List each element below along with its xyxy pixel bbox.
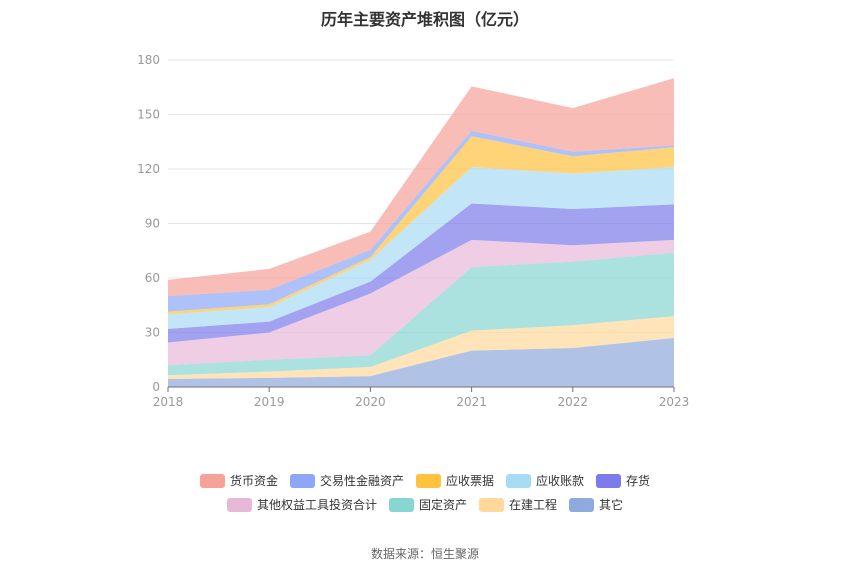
- legend-swatch: [227, 498, 252, 512]
- legend-swatch: [389, 498, 414, 512]
- area-series-其它: [168, 337, 674, 387]
- legend-swatch: [569, 498, 594, 512]
- legend-swatch: [200, 474, 225, 488]
- legend-swatch: [416, 474, 441, 488]
- area-series-固定资产: [168, 252, 674, 376]
- legend-item[interactable]: 应收账款: [506, 473, 584, 488]
- area-series-在建工程: [168, 316, 674, 379]
- area-layer: [168, 78, 674, 387]
- x-tick-label: 2018: [153, 395, 184, 409]
- legend-label: 应收票据: [446, 473, 494, 488]
- legend-label: 应收账款: [536, 473, 584, 488]
- y-tick-label: 150: [137, 108, 160, 122]
- y-tick-label: 30: [145, 326, 160, 340]
- legend-label: 其他权益工具投资合计: [257, 497, 377, 512]
- legend-item[interactable]: 交易性金融资产: [290, 473, 404, 488]
- y-tick-label: 0: [152, 380, 160, 394]
- legend-item[interactable]: 其他权益工具投资合计: [227, 497, 377, 512]
- x-tick-label: 2023: [659, 395, 690, 409]
- area-series-应收账款: [168, 167, 674, 329]
- legend-label: 在建工程: [509, 497, 557, 512]
- x-tick-label: 2019: [254, 395, 285, 409]
- area-series-其他权益工具投资合计: [168, 239, 674, 366]
- y-tick-label: 90: [145, 217, 160, 231]
- legend-label: 存货: [626, 473, 650, 488]
- legend-label: 货币资金: [230, 473, 278, 488]
- legend-label: 其它: [599, 497, 623, 512]
- legend-item[interactable]: 固定资产: [389, 497, 467, 512]
- chart-source: 数据来源：恒生聚源: [370, 547, 479, 561]
- axis-layer: 0 30 60 90 120 150 180 2018 2019 2020 2021 2022 2023: [137, 53, 689, 409]
- legend-label: 固定资产: [419, 497, 467, 512]
- legend-label: 交易性金融资产: [320, 473, 404, 488]
- x-tick-label: 2022: [558, 395, 589, 409]
- area-series-存货: [168, 203, 674, 343]
- legend-swatch: [479, 498, 504, 512]
- legend-item[interactable]: 存货: [596, 473, 650, 488]
- y-tick-label: 120: [137, 162, 160, 176]
- legend-item[interactable]: 其它: [569, 497, 623, 512]
- legend-item[interactable]: 在建工程: [479, 497, 557, 512]
- legend-item[interactable]: 货币资金: [200, 473, 278, 488]
- y-tick-label: 60: [145, 271, 160, 285]
- legend-swatch: [596, 474, 621, 488]
- y-tick-label: 180: [137, 53, 160, 67]
- legend-swatch: [506, 474, 531, 488]
- legend-item[interactable]: 应收票据: [416, 473, 494, 488]
- area-series-交易性金融资产: [168, 130, 674, 312]
- x-tick-label: 2020: [355, 395, 386, 409]
- area-series-应收票据: [168, 136, 674, 315]
- legend-swatch: [290, 474, 315, 488]
- chart-title: 历年主要资产堆积图（亿元）: [320, 10, 529, 29]
- area-series-货币资金: [168, 78, 674, 297]
- x-tick-label: 2021: [456, 395, 487, 409]
